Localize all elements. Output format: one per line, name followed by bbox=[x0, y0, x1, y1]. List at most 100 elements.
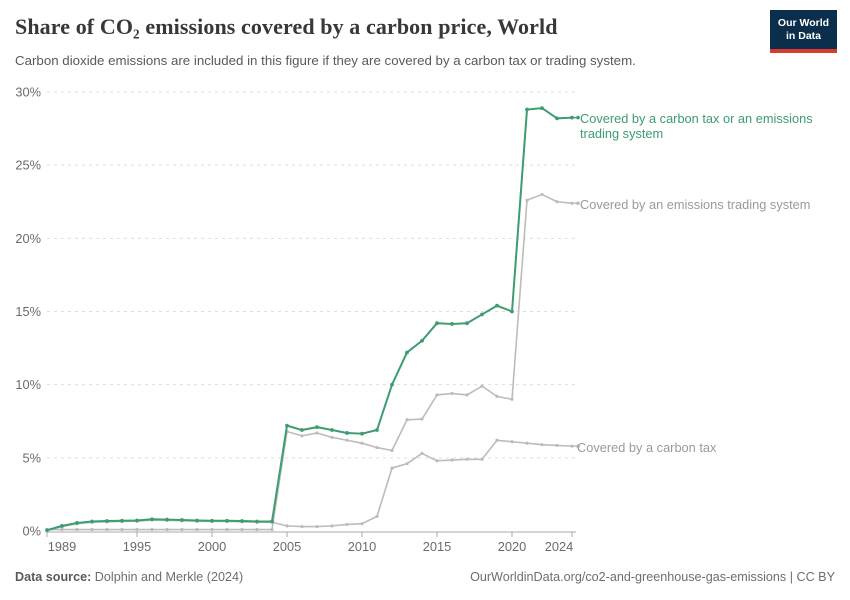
series-point bbox=[435, 321, 439, 326]
series-point bbox=[510, 440, 514, 444]
series-point bbox=[495, 303, 499, 308]
data-source-note: Data source: Dolphin and Merkle (2024) bbox=[15, 570, 243, 584]
data-source-prefix: Data source: bbox=[15, 570, 92, 584]
owid-logo-line2: in Data bbox=[785, 29, 821, 42]
series-point bbox=[150, 517, 154, 522]
series-point bbox=[255, 519, 259, 524]
series-point bbox=[495, 394, 499, 398]
series-point bbox=[375, 514, 379, 518]
series-point bbox=[330, 428, 334, 432]
series-point bbox=[390, 448, 394, 453]
series-point bbox=[345, 522, 349, 527]
series-point bbox=[270, 519, 274, 524]
owid-logo-line1: Our World bbox=[777, 17, 830, 29]
x-tick-label: 2020 bbox=[498, 539, 526, 554]
series-point bbox=[60, 527, 64, 532]
series-point bbox=[285, 423, 289, 428]
series-point bbox=[375, 428, 379, 432]
chart-subtitle: Carbon dioxide emissions are included in… bbox=[15, 53, 636, 68]
series-point bbox=[360, 441, 364, 445]
series-point bbox=[90, 527, 94, 532]
series-point bbox=[300, 434, 304, 438]
series-point bbox=[525, 107, 529, 112]
x-tick-label: 2015 bbox=[423, 539, 451, 554]
chart-title: Share of CO₂ emissions covered by a carb… bbox=[15, 14, 558, 39]
series-point bbox=[180, 518, 184, 522]
x-tick-label: 1989 bbox=[48, 539, 76, 554]
y-tick-label: 25% bbox=[15, 158, 41, 173]
series-point bbox=[450, 458, 454, 462]
series-point bbox=[180, 527, 184, 532]
series-point bbox=[525, 198, 529, 202]
series-point bbox=[165, 517, 169, 522]
series-line-0 bbox=[46, 107, 573, 532]
series-point bbox=[135, 518, 139, 523]
series-point bbox=[300, 525, 304, 529]
series-point bbox=[495, 438, 499, 442]
series-point bbox=[450, 322, 454, 326]
series-label-tax: Covered by a carbon tax bbox=[577, 440, 717, 455]
x-tick-label: 2010 bbox=[348, 539, 376, 554]
series-point bbox=[525, 441, 529, 445]
series-point bbox=[60, 523, 64, 528]
series-line-2 bbox=[46, 439, 573, 532]
series-point bbox=[105, 527, 109, 532]
y-tick-label: 0% bbox=[23, 524, 42, 539]
series-point bbox=[510, 309, 514, 314]
series-point bbox=[540, 192, 544, 197]
series-point bbox=[555, 443, 559, 447]
series-point bbox=[405, 418, 409, 422]
series-point bbox=[465, 457, 469, 461]
series-point bbox=[435, 459, 439, 463]
series-point bbox=[75, 527, 79, 532]
series-point bbox=[420, 451, 424, 456]
y-tick-label: 30% bbox=[15, 85, 41, 100]
series-point bbox=[315, 425, 319, 430]
label-connector-dot bbox=[576, 444, 580, 448]
label-connector-dot bbox=[576, 201, 580, 206]
series-point bbox=[420, 338, 424, 343]
series-point bbox=[420, 417, 424, 421]
series-point bbox=[105, 519, 109, 523]
series-point bbox=[300, 428, 304, 432]
x-tick-label: 1995 bbox=[123, 539, 151, 554]
attribution-link[interactable]: OurWorldinData.org/co2-and-greenhouse-ga… bbox=[470, 570, 835, 584]
series-point bbox=[510, 397, 514, 401]
series-point bbox=[195, 527, 199, 532]
owid-logo[interactable]: Our World in Data bbox=[770, 10, 837, 53]
data-source-text: Dolphin and Merkle (2024) bbox=[91, 570, 244, 584]
series-point bbox=[240, 527, 244, 532]
series-point bbox=[450, 391, 454, 396]
series-label-ets: Covered by an emissions trading system bbox=[580, 197, 811, 212]
y-tick-label: 10% bbox=[15, 377, 41, 392]
series-point bbox=[360, 522, 364, 526]
series-point bbox=[315, 525, 319, 529]
x-tick-label: 2024 bbox=[545, 539, 573, 554]
series-point bbox=[195, 518, 199, 523]
series-point bbox=[480, 384, 484, 388]
series-point bbox=[150, 527, 154, 532]
y-tick-label: 20% bbox=[15, 231, 41, 246]
series-point bbox=[255, 527, 259, 532]
series-point bbox=[285, 524, 289, 528]
series-point bbox=[390, 382, 394, 387]
series-point bbox=[375, 445, 379, 450]
series-point bbox=[210, 527, 214, 532]
series-point bbox=[405, 462, 409, 466]
series-point bbox=[330, 435, 334, 439]
series-point bbox=[225, 527, 229, 532]
series-point bbox=[555, 116, 559, 121]
series-point bbox=[465, 393, 469, 397]
series-point bbox=[435, 393, 439, 397]
y-tick-label: 5% bbox=[23, 450, 42, 465]
series-point bbox=[360, 431, 364, 436]
series-label-tax-or-ets: Covered by a carbon tax or an emissions … bbox=[580, 111, 813, 141]
series-point bbox=[330, 524, 334, 528]
series-point bbox=[540, 443, 544, 447]
x-tick-label: 2005 bbox=[273, 539, 301, 554]
series-point bbox=[465, 321, 469, 326]
series-point bbox=[75, 521, 79, 525]
series-point bbox=[90, 519, 94, 524]
series-point bbox=[315, 431, 319, 435]
